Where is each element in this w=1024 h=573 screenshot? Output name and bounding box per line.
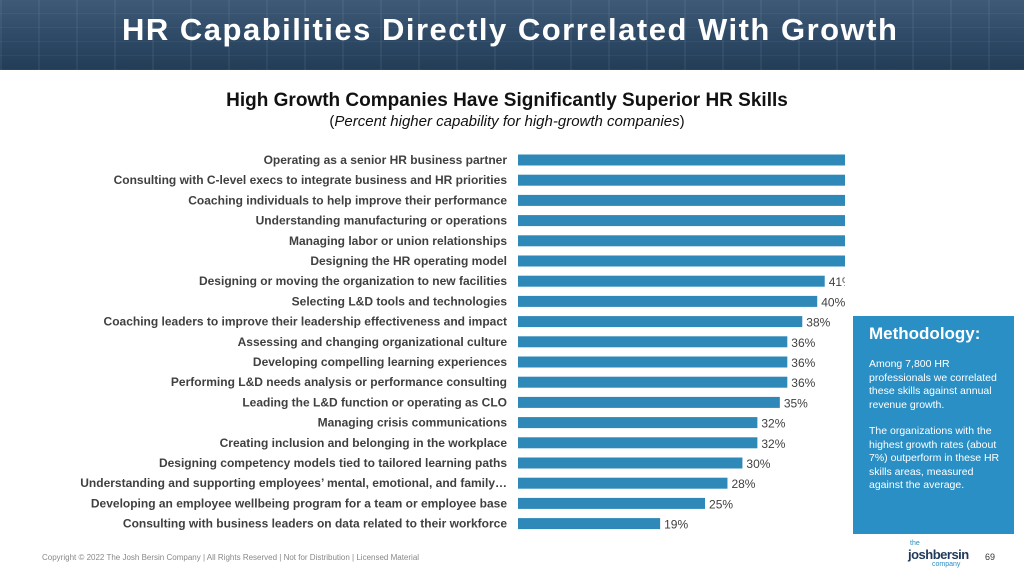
category-label: Performing L&D needs analysis or perform… — [171, 375, 507, 389]
category-label: Consulting with C-level execs to integra… — [114, 173, 508, 187]
logo-the: the — [910, 540, 920, 547]
bar — [518, 417, 758, 429]
bar — [518, 215, 845, 227]
methodology-box: Methodology: Among 7,800 HR professional… — [853, 316, 1014, 534]
bar — [518, 275, 825, 287]
category-label: Designing competency models tied to tail… — [159, 456, 507, 470]
category-label: Selecting L&D tools and technologies — [292, 294, 508, 308]
value-label: 25% — [709, 497, 733, 511]
value-label: 35% — [784, 396, 808, 410]
chart-subtitle: (Percent higher capability for high-grow… — [329, 113, 685, 130]
bar — [518, 255, 845, 267]
methodology-paragraph-2: The organizations with the highest growt… — [869, 425, 1000, 491]
value-label: 32% — [761, 417, 785, 431]
bar — [518, 396, 780, 408]
category-label: Operating as a senior HR business partne… — [264, 153, 508, 167]
category-label: Consulting with business leaders on data… — [123, 517, 507, 531]
category-label: Coaching leaders to improve their leader… — [104, 315, 507, 329]
value-label: 41% — [829, 275, 845, 289]
value-label: 36% — [791, 356, 815, 370]
bar — [518, 457, 743, 469]
category-label: Leading the L&D function or operating as… — [242, 395, 507, 409]
category-label: Designing the HR operating model — [310, 254, 507, 268]
bar — [518, 376, 788, 388]
copyright-footer: Copyright © 2022 The Josh Bersin Company… — [42, 553, 420, 562]
category-label: Understanding and supporting employees’ … — [80, 476, 507, 490]
bar — [518, 497, 706, 509]
methodology-paragraph-1: Among 7,800 HR professionals we correlat… — [869, 358, 997, 411]
bar — [518, 477, 728, 489]
bar — [518, 295, 818, 307]
bar — [518, 336, 788, 348]
value-label: 28% — [731, 477, 755, 491]
bar — [518, 174, 845, 186]
value-label: 40% — [821, 295, 845, 309]
value-label: 36% — [791, 376, 815, 390]
category-label: Managing crisis communications — [318, 416, 508, 430]
bar — [518, 316, 803, 328]
logo-company: company — [932, 561, 961, 568]
category-label: Developing compelling learning experienc… — [253, 355, 507, 369]
bar — [518, 235, 845, 247]
bar — [518, 518, 661, 530]
category-label: Assessing and changing organizational cu… — [238, 335, 508, 349]
category-label: Coaching individuals to help improve the… — [188, 193, 507, 207]
bar — [518, 194, 845, 206]
category-label: Developing an employee wellbeing program… — [91, 496, 507, 510]
value-label: 19% — [664, 518, 688, 532]
value-label: 30% — [746, 457, 770, 471]
methodology-title: Methodology: — [869, 324, 981, 343]
value-label: 36% — [791, 336, 815, 350]
bar-chart: Operating as a senior HR business partne… — [80, 153, 845, 532]
slide-title: HR Capabilities Directly Correlated With… — [122, 12, 899, 47]
bar — [518, 437, 758, 449]
category-label: Understanding manufacturing or operation… — [256, 214, 508, 228]
category-label: Managing labor or union relationships — [289, 234, 507, 248]
bar — [518, 154, 845, 166]
chart-title: High Growth Companies Have Significantly… — [226, 90, 788, 111]
category-label: Designing or moving the organization to … — [199, 274, 507, 288]
value-label: 38% — [806, 316, 830, 330]
value-label: 32% — [761, 437, 785, 451]
category-label: Creating inclusion and belonging in the … — [220, 436, 508, 450]
page-number: 69 — [985, 552, 996, 562]
company-logo: the joshbersin company — [906, 540, 969, 570]
bar — [518, 356, 788, 368]
logo-main: joshbersin — [908, 547, 969, 562]
header-banner: HR Capabilities Directly Correlated With… — [0, 0, 1024, 70]
chart-subtitle-text: Percent higher capability for high-growt… — [334, 113, 680, 130]
